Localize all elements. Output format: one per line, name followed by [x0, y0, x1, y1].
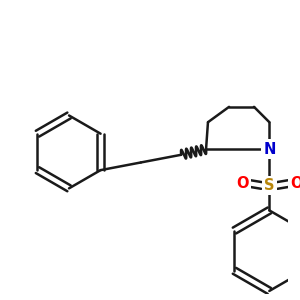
Text: O: O: [236, 176, 249, 191]
Text: N: N: [263, 142, 275, 157]
Text: S: S: [264, 178, 274, 193]
Text: O: O: [290, 176, 300, 191]
